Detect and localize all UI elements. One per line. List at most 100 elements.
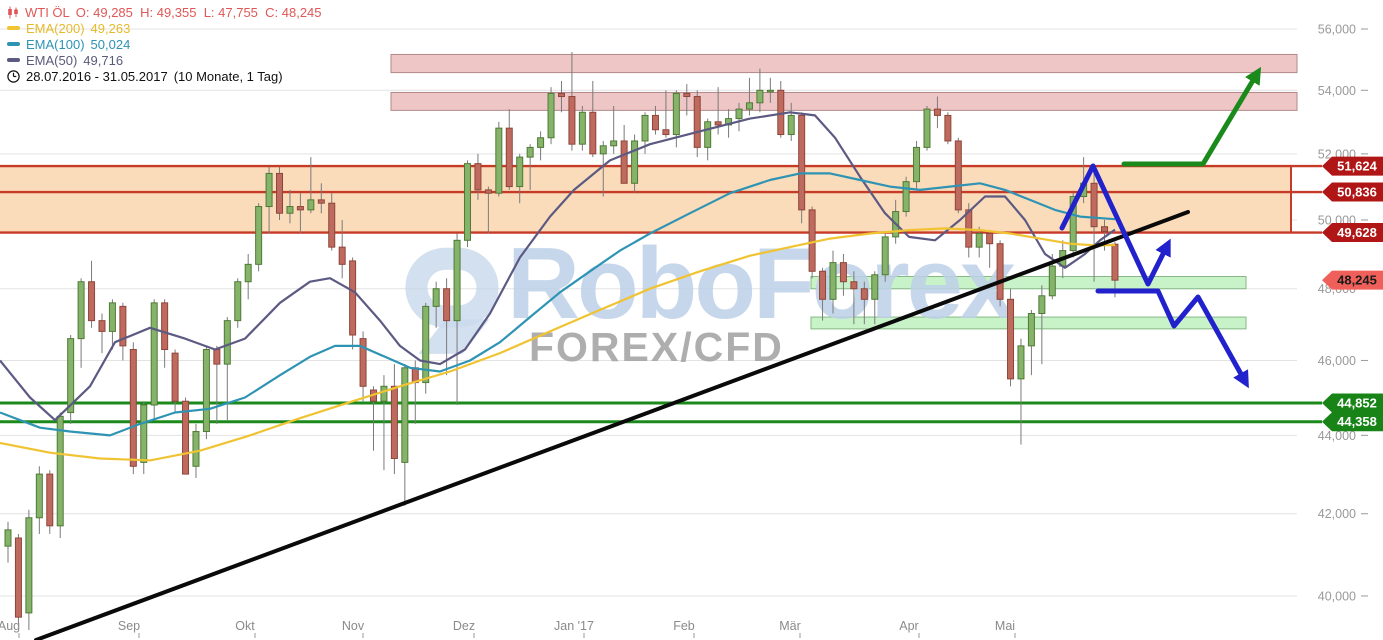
ema100-label: EMA(100) [26,36,85,52]
candle-body [641,114,649,142]
price-tag-shape [1322,270,1383,290]
ema200-line [0,227,1116,462]
candle-body [129,349,137,467]
price-tag-text: 51,624 [1337,159,1378,174]
candle-body [798,114,806,211]
candle-body [662,129,670,136]
candle-body [537,137,545,148]
candle-body [568,96,576,145]
candle-body [766,89,774,93]
price-tag-shape [1322,393,1383,413]
price-tag-text: 48,245 [1337,273,1377,288]
candle-body [463,163,471,241]
ascending-trendline [34,210,1190,640]
candle-body [516,156,524,188]
candle-body [933,108,941,116]
ema50-value: 49,716 [83,52,124,68]
candle-body [140,404,148,463]
price-tag-48_245: 48,245 [1322,270,1383,290]
x-axis-label: Aug [0,619,20,633]
support-band-upper [810,276,1247,290]
price-tag-50_836: 50,836 [1322,182,1383,202]
price-tag-text: 44,852 [1337,396,1377,411]
candle-body [46,473,54,527]
price-tag-44_852: 44,852 [1322,393,1383,413]
candle-body [401,367,409,463]
candle-body [182,400,190,475]
candle-body [265,172,273,208]
candle-body [683,92,691,98]
candle-body [119,305,127,347]
candle-body [1069,196,1077,252]
candle-body [923,108,931,148]
price-tag-text: 50,836 [1337,185,1377,200]
y-axis-label: 44,000 [1318,429,1356,443]
price-tag-shape [1322,412,1383,432]
candle-body [276,172,284,214]
candle-body [693,96,701,148]
ema100-color-dash-icon [7,42,20,46]
price-tag-shape [1322,223,1383,243]
bullish-scenario-arrow [1121,66,1262,167]
candle-body [620,140,628,184]
candle-body [902,181,910,213]
candle-body [88,281,96,322]
x-axis-label: Nov [342,619,365,633]
x-axis-label: Okt [235,619,255,633]
candle-body [192,431,200,467]
candle-body [526,146,534,158]
candle-body [328,202,336,248]
candle-body [223,320,231,365]
candle-body [975,232,983,248]
period-note: (10 Monate, 1 Tag) [173,68,283,84]
x-axis-label: Mär [779,619,801,633]
candle-body [286,206,294,214]
candle-body [349,260,357,336]
ohlc-values: O: 49,285 H: 49,355 L: 47,755 C: 48,245 [75,4,322,20]
candle-body [495,127,503,194]
y-axis-label: 54,000 [1318,84,1356,98]
resistance-band-lower [390,91,1298,111]
candle-body [547,92,555,139]
price-tag-text: 44,358 [1337,414,1377,429]
candle-body [244,263,252,283]
price-tag-text: 49,628 [1337,225,1377,240]
x-axis-label: Sep [118,619,140,633]
candle-body [453,239,461,322]
candle-body [714,121,722,126]
ema200-value: 49,263 [90,20,131,36]
candle-body [1027,312,1035,347]
x-axis-label: Dez [453,619,475,633]
bearish-bounce-arrow [1059,163,1171,287]
candle-body [35,473,43,519]
candle-body [67,338,75,414]
ema200-label: EMA(200) [26,20,85,36]
candle-body [98,320,106,332]
candle-body [390,385,398,459]
candle-body [150,302,158,406]
candle-body [735,108,743,120]
symbol-row: WTI ÖL O: 49,285 H: 49,355 L: 47,755 C: … [7,4,322,20]
ema100-line [0,172,1116,437]
symbol-name: WTI ÖL [25,4,70,20]
candle-body [1048,265,1056,297]
candle-body [1007,298,1015,380]
candle-body [1101,226,1109,232]
ema50-line [0,111,1116,422]
candle-body [307,199,315,211]
candle-body [672,92,680,136]
x-axis-label: Jan '17 [554,619,594,633]
x-axis-label: Apr [899,619,918,633]
candle-body [213,349,221,365]
price-tag-51_624: 51,624 [1322,156,1383,176]
candle-body [745,102,753,110]
candle-body [1111,243,1119,281]
candle-body [860,288,868,300]
candle-body [819,270,827,300]
candle-body [871,274,879,300]
candle-body [432,288,440,307]
candle-body [756,89,764,104]
candle-body [578,111,586,145]
